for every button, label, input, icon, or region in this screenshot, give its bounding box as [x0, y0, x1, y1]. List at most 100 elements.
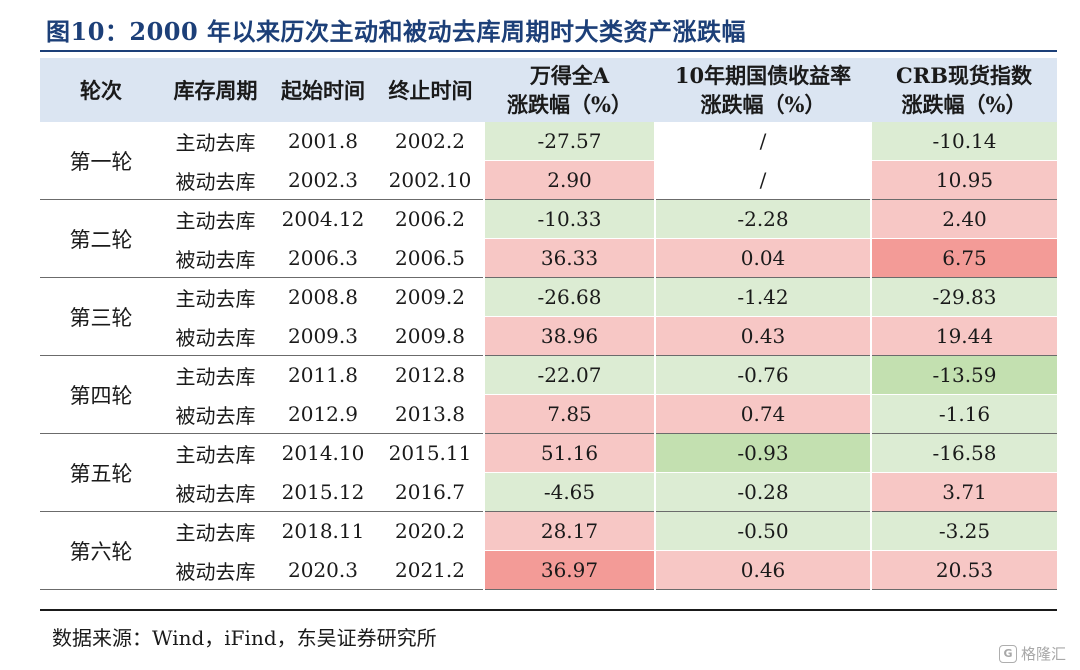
header-start: 起始时间 — [269, 58, 377, 122]
bond-value: -0.28 — [655, 473, 871, 512]
crb-value: -10.14 — [871, 122, 1057, 161]
bond-value: 0.43 — [655, 317, 871, 356]
source-note: 数据来源：Wind，iFind，东吴证券研究所 — [52, 622, 437, 651]
end-cell: 2021.2 — [377, 551, 484, 590]
a-share-value: -22.07 — [484, 356, 655, 395]
a-share-value: 28.17 — [484, 512, 655, 551]
cycle-cell: 主动去库 — [162, 356, 269, 395]
cycle-cell: 被动去库 — [162, 551, 269, 590]
table-row: 被动去库 2012.9 2013.8 7.85 0.74 -1.16 — [40, 395, 1057, 434]
figure-title: 图10：2000 年以来历次主动和被动去库周期时大类资产涨跌幅 — [46, 12, 746, 47]
bond-value: -0.76 — [655, 356, 871, 395]
table-row: 被动去库 2006.3 2006.5 36.33 0.04 6.75 — [40, 239, 1057, 278]
end-cell: 2006.2 — [377, 200, 484, 239]
bond-value: / — [655, 122, 871, 161]
table-row: 被动去库 2020.3 2021.2 36.97 0.46 20.53 — [40, 551, 1057, 590]
crb-value: -13.59 — [871, 356, 1057, 395]
start-cell: 2018.11 — [269, 512, 377, 551]
header-crb-line1: CRB现货指数 — [871, 61, 1057, 90]
start-cell: 2002.3 — [269, 161, 377, 200]
header-round: 轮次 — [40, 58, 162, 122]
cycle-cell: 被动去库 — [162, 161, 269, 200]
header-crb-line2: 涨跌幅（%） — [871, 90, 1057, 119]
bond-value: -0.93 — [655, 434, 871, 473]
bond-value: 0.46 — [655, 551, 871, 590]
table-row: 第三轮 主动去库 2008.8 2009.2 -26.68 -1.42 -29.… — [40, 278, 1057, 317]
cycle-cell: 被动去库 — [162, 317, 269, 356]
bond-value: -1.42 — [655, 278, 871, 317]
bond-value: / — [655, 161, 871, 200]
crb-value: 6.75 — [871, 239, 1057, 278]
start-cell: 2008.8 — [269, 278, 377, 317]
cycle-cell: 主动去库 — [162, 434, 269, 473]
table-row: 第五轮 主动去库 2014.10 2015.11 51.16 -0.93 -16… — [40, 434, 1057, 473]
bottom-rule — [40, 609, 1057, 611]
crb-value: 20.53 — [871, 551, 1057, 590]
cycle-cell: 主动去库 — [162, 200, 269, 239]
table-row: 被动去库 2002.3 2002.10 2.90 / 10.95 — [40, 161, 1057, 200]
a-share-value: 36.33 — [484, 239, 655, 278]
crb-value: -3.25 — [871, 512, 1057, 551]
header-a-share: 万得全A 涨跌幅（%） — [484, 58, 655, 122]
start-cell: 2020.3 — [269, 551, 377, 590]
crb-value: 3.71 — [871, 473, 1057, 512]
end-cell: 2009.8 — [377, 317, 484, 356]
watermark: G 格隆汇 — [999, 643, 1066, 664]
cycle-cell: 主动去库 — [162, 122, 269, 161]
header-a-share-line2: 涨跌幅（%） — [484, 90, 655, 119]
crb-value: -16.58 — [871, 434, 1057, 473]
a-share-value: 51.16 — [484, 434, 655, 473]
round-label: 第二轮 — [40, 200, 162, 278]
end-cell: 2013.8 — [377, 395, 484, 434]
header-cycle: 库存周期 — [162, 58, 269, 122]
crb-value: -1.16 — [871, 395, 1057, 434]
watermark-logo-icon: G — [999, 645, 1017, 663]
end-cell: 2015.11 — [377, 434, 484, 473]
crb-value: 19.44 — [871, 317, 1057, 356]
bond-value: -0.50 — [655, 512, 871, 551]
table-row: 第四轮 主动去库 2011.8 2012.8 -22.07 -0.76 -13.… — [40, 356, 1057, 395]
header-crb: CRB现货指数 涨跌幅（%） — [871, 58, 1057, 122]
bond-value: 0.04 — [655, 239, 871, 278]
start-cell: 2006.3 — [269, 239, 377, 278]
watermark-text: 格隆汇 — [1021, 643, 1066, 664]
asset-returns-table: 轮次 库存周期 起始时间 终止时间 万得全A 涨跌幅（%） 10年期国债收益率 … — [40, 58, 1057, 590]
table-row: 第六轮 主动去库 2018.11 2020.2 28.17 -0.50 -3.2… — [40, 512, 1057, 551]
end-cell: 2002.2 — [377, 122, 484, 161]
end-cell: 2002.10 — [377, 161, 484, 200]
start-cell: 2011.8 — [269, 356, 377, 395]
round-label: 第一轮 — [40, 122, 162, 200]
start-cell: 2014.10 — [269, 434, 377, 473]
cycle-cell: 被动去库 — [162, 395, 269, 434]
end-cell: 2006.5 — [377, 239, 484, 278]
a-share-value: -10.33 — [484, 200, 655, 239]
round-label: 第六轮 — [40, 512, 162, 590]
a-share-value: -27.57 — [484, 122, 655, 161]
table-row: 第一轮 主动去库 2001.8 2002.2 -27.57 / -10.14 — [40, 122, 1057, 161]
end-cell: 2016.7 — [377, 473, 484, 512]
crb-value: -29.83 — [871, 278, 1057, 317]
a-share-value: -4.65 — [484, 473, 655, 512]
start-cell: 2012.9 — [269, 395, 377, 434]
header-a-share-line1: 万得全A — [484, 61, 655, 90]
bond-value: -2.28 — [655, 200, 871, 239]
a-share-value: 38.96 — [484, 317, 655, 356]
header-bond-line2: 涨跌幅（%） — [655, 90, 871, 119]
start-cell: 2015.12 — [269, 473, 377, 512]
header-row: 轮次 库存周期 起始时间 终止时间 万得全A 涨跌幅（%） 10年期国债收益率 … — [40, 58, 1057, 122]
crb-value: 10.95 — [871, 161, 1057, 200]
cycle-cell: 主动去库 — [162, 512, 269, 551]
round-label: 第四轮 — [40, 356, 162, 434]
crb-value: 2.40 — [871, 200, 1057, 239]
start-cell: 2004.12 — [269, 200, 377, 239]
table-row: 被动去库 2015.12 2016.7 -4.65 -0.28 3.71 — [40, 473, 1057, 512]
end-cell: 2020.2 — [377, 512, 484, 551]
a-share-value: -26.68 — [484, 278, 655, 317]
header-end: 终止时间 — [377, 58, 484, 122]
cycle-cell: 被动去库 — [162, 239, 269, 278]
bond-value: 0.74 — [655, 395, 871, 434]
cycle-cell: 主动去库 — [162, 278, 269, 317]
round-label: 第三轮 — [40, 278, 162, 356]
start-cell: 2001.8 — [269, 122, 377, 161]
end-cell: 2012.8 — [377, 356, 484, 395]
